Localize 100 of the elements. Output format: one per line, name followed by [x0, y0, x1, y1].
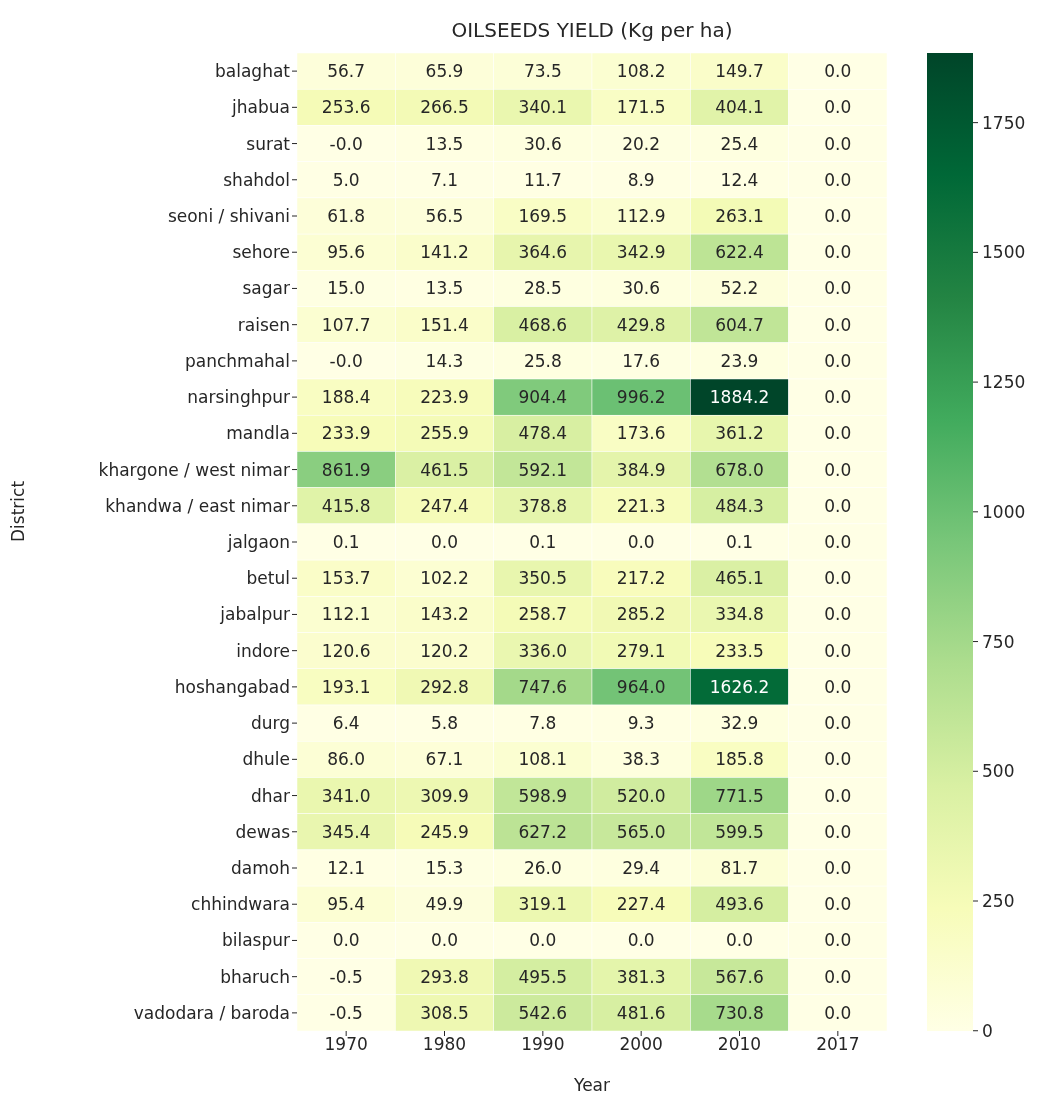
- x-axis-title: Year: [573, 1075, 610, 1095]
- data-label: 221.3: [616, 495, 666, 516]
- data-label: 30.6: [622, 278, 661, 299]
- data-label: 112.9: [616, 206, 666, 226]
- data-label: 15.3: [425, 858, 464, 878]
- data-label: 217.2: [616, 568, 666, 589]
- data-label: 0.0: [824, 459, 852, 480]
- data-label: 13.5: [425, 278, 464, 299]
- data-label: 245.9: [420, 821, 469, 842]
- data-label: 461.5: [420, 459, 469, 480]
- data-label: 0.0: [824, 350, 852, 371]
- color-bar-label: 1250: [982, 372, 1026, 393]
- y-tick-label: narsinghpur: [187, 387, 291, 408]
- data-label: 171.5: [616, 97, 666, 118]
- data-label: 28.5: [523, 278, 562, 299]
- data-label: 233.5: [715, 640, 764, 661]
- data-label: 149.7: [715, 61, 764, 82]
- data-label: 592.1: [518, 459, 568, 480]
- data-label: 904.4: [518, 387, 568, 408]
- data-label: 0.0: [824, 314, 852, 335]
- data-label: 49.9: [425, 894, 464, 915]
- data-label: 996.2: [616, 387, 666, 408]
- y-tick-label: damoh: [231, 858, 290, 879]
- chart-title: OILSEEDS YIELD (Kg per ha): [450, 18, 734, 42]
- data-label: 622.4: [715, 242, 764, 263]
- data-label: 0.0: [332, 930, 360, 951]
- data-label: 342.9: [616, 242, 666, 263]
- data-label: 263.1: [715, 206, 764, 226]
- data-label: 334.8: [715, 604, 764, 625]
- y-tick-label: betul: [246, 568, 290, 589]
- data-label: 1884.2: [709, 387, 770, 408]
- data-label: 0.0: [430, 930, 459, 951]
- color-bar-label: 250: [982, 891, 1015, 912]
- data-label: 964.0: [616, 676, 666, 697]
- data-label: 247.4: [420, 495, 469, 516]
- y-tick-label: dhule: [242, 749, 290, 770]
- data-label: 56.5: [425, 206, 464, 226]
- data-label: 29.4: [622, 858, 661, 878]
- data-label: 484.3: [715, 495, 764, 516]
- data-label: 747.6: [518, 676, 568, 697]
- data-label: 478.4: [518, 423, 568, 444]
- data-label: 253.6: [321, 97, 371, 118]
- data-label: 293.8: [420, 966, 469, 987]
- y-tick-label: shahdol: [223, 169, 290, 190]
- data-label: -0.0: [329, 350, 363, 371]
- data-label: 185.8: [715, 749, 764, 770]
- data-label: 266.5: [420, 97, 469, 118]
- data-label: 65.9: [425, 61, 464, 82]
- data-label: 0.0: [824, 930, 852, 951]
- y-tick-label: indore: [236, 640, 290, 661]
- data-label: 17.6: [622, 350, 661, 371]
- data-label: 279.1: [616, 640, 666, 661]
- data-label: -0.5: [329, 1002, 363, 1023]
- data-label: 258.7: [518, 604, 568, 625]
- data-label: 26.0: [523, 858, 562, 878]
- data-label: 227.4: [616, 894, 666, 915]
- y-tick-label: sagar: [242, 278, 290, 299]
- data-label: 0.0: [824, 423, 852, 444]
- data-label: 0.0: [824, 568, 852, 589]
- data-label: 468.6: [518, 314, 568, 335]
- data-label: 52.2: [720, 278, 759, 299]
- data-label: 598.9: [518, 785, 568, 806]
- data-label: 465.1: [715, 568, 764, 589]
- data-label: 0.0: [824, 206, 852, 226]
- data-label: 20.2: [622, 133, 661, 154]
- data-label: 0.0: [824, 242, 852, 263]
- data-label: 542.6: [518, 1002, 568, 1023]
- y-tick-label: sehore: [232, 242, 290, 263]
- y-tick-label: bharuch: [220, 966, 290, 987]
- data-label: 319.1: [518, 894, 568, 915]
- data-label: 308.5: [420, 1002, 469, 1023]
- data-label: 173.6: [616, 423, 666, 444]
- x-tick-label: 1980: [422, 1034, 467, 1055]
- data-label: 223.9: [420, 387, 469, 408]
- data-label: 0.0: [627, 930, 655, 951]
- data-label: 120.2: [420, 640, 469, 661]
- data-label: 0.0: [824, 133, 852, 154]
- data-label: 378.8: [518, 495, 568, 516]
- y-tick-label: dhar: [251, 785, 290, 806]
- data-label: 0.0: [824, 169, 852, 190]
- data-label: 12.1: [327, 858, 366, 878]
- data-label: 0.0: [824, 61, 852, 82]
- data-label: 81.7: [720, 858, 759, 878]
- data-label: 102.2: [420, 568, 469, 589]
- y-tick-label: seoni / shivani: [167, 206, 290, 227]
- data-label: 95.6: [327, 242, 366, 263]
- data-label: 67.1: [425, 749, 464, 770]
- data-label: 255.9: [420, 423, 469, 444]
- data-label: 11.7: [523, 169, 562, 190]
- y-tick-label: raisen: [237, 314, 290, 335]
- data-label: 141.2: [420, 242, 469, 263]
- y-tick-label: jhabua: [231, 97, 290, 118]
- data-label: 415.8: [321, 495, 371, 516]
- data-label: 14.3: [425, 350, 464, 371]
- data-label: 5.8: [430, 713, 459, 734]
- data-label: 604.7: [715, 314, 764, 335]
- data-label: 481.6: [616, 1002, 666, 1023]
- color-bar-label: 1500: [982, 242, 1026, 263]
- data-label: 112.1: [321, 604, 371, 625]
- y-tick-label: balaghat: [215, 61, 291, 82]
